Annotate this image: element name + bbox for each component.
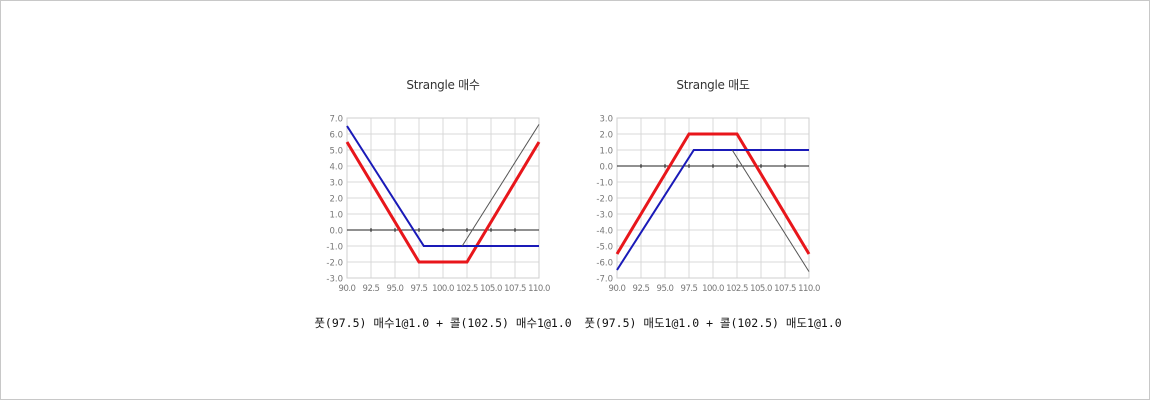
series-line-total — [345, 141, 541, 264]
chart-caption: 풋(97.5) 매도1@1.0 + 콜(102.5) 매도1@1.0 — [584, 316, 842, 330]
plot-border — [346, 117, 540, 279]
y-tick-label: 1.0 — [329, 211, 343, 221]
x-tick-label: 92.5 — [363, 284, 380, 294]
y-tick-label: 0.0 — [599, 163, 613, 173]
y-tick-label: -7.0 — [596, 275, 613, 285]
series-line-leg-thin — [461, 124, 540, 247]
chart-panel-short-strangle: Strangle 매도 3.0 2.0 1.0 0.0 -1.0 -2.0 -3.0 -4.0… — [583, 0, 843, 400]
plot-border — [616, 117, 810, 279]
y-tick-label: 7.0 — [329, 115, 343, 125]
y-tick-label: -2.0 — [596, 195, 613, 205]
x-tick-label: 110.0 — [528, 284, 550, 294]
x-tick-label: 102.5 — [456, 284, 478, 294]
y-tick-label: 3.0 — [329, 179, 343, 189]
chart-caption: 풋(97.5) 매수1@1.0 + 콜(102.5) 매수1@1.0 — [314, 316, 572, 330]
y-tick-label: 6.0 — [329, 131, 343, 141]
chart-title: Strangle 매수 — [406, 78, 480, 92]
y-tick-label: 2.0 — [329, 195, 343, 205]
x-tick-label: 105.0 — [480, 284, 502, 294]
x-tick-label: 95.0 — [387, 284, 404, 294]
y-tick-label: 4.0 — [329, 163, 343, 173]
y-tick-label: 5.0 — [329, 147, 343, 157]
y-tick-label: -5.0 — [596, 243, 613, 253]
x-tick-label: 97.5 — [681, 284, 698, 294]
x-tick-label: 95.0 — [657, 284, 674, 294]
x-tick-label: 105.0 — [750, 284, 772, 294]
series-line-leg-thin — [731, 149, 810, 272]
series-line-leg — [616, 149, 809, 271]
x-tick-label: 107.5 — [774, 284, 796, 294]
x-tick-label: 90.0 — [339, 284, 356, 294]
grid — [346, 117, 540, 279]
grid — [616, 117, 810, 279]
series-line-total — [615, 132, 811, 255]
x-tick-label: 110.0 — [798, 284, 820, 294]
chart-title: Strangle 매도 — [676, 78, 750, 92]
chart-long-strangle: 7.0 6.0 5.0 4.0 3.0 2.0 1.0 0.0 -1.0 -2.0 -3.090.0… — [326, 115, 550, 295]
x-tick-label: 100.0 — [702, 284, 724, 294]
series-line-leg — [346, 125, 539, 247]
chart-short-strangle: 3.0 2.0 1.0 0.0 -1.0 -2.0 -3.0 -4.0 -5.0 -6.0 -7.0… — [596, 115, 820, 295]
y-tick-label: 0.0 — [329, 227, 343, 237]
chart-panel-long-strangle: Strangle 매수 7.0 6.0 5.0 4.0 3.0 2.0 1.0 0.0 -1.0… — [313, 0, 573, 400]
x-tick-label: 92.5 — [633, 284, 650, 294]
y-tick-label: 1.0 — [599, 147, 613, 157]
y-tick-label: 2.0 — [599, 131, 613, 141]
y-tick-label: -3.0 — [326, 275, 343, 285]
y-tick-label: -1.0 — [326, 243, 343, 253]
x-tick-label: 97.5 — [411, 284, 428, 294]
y-tick-label: -2.0 — [326, 259, 343, 269]
y-tick-label: -6.0 — [596, 259, 613, 269]
y-tick-label: -1.0 — [596, 179, 613, 189]
x-tick-label: 102.5 — [726, 284, 748, 294]
x-tick-label: 90.0 — [609, 284, 626, 294]
x-tick-label: 100.0 — [432, 284, 454, 294]
y-tick-label: -4.0 — [596, 227, 613, 237]
y-tick-label: -3.0 — [596, 211, 613, 221]
x-tick-label: 107.5 — [504, 284, 526, 294]
y-tick-label: 3.0 — [599, 115, 613, 125]
